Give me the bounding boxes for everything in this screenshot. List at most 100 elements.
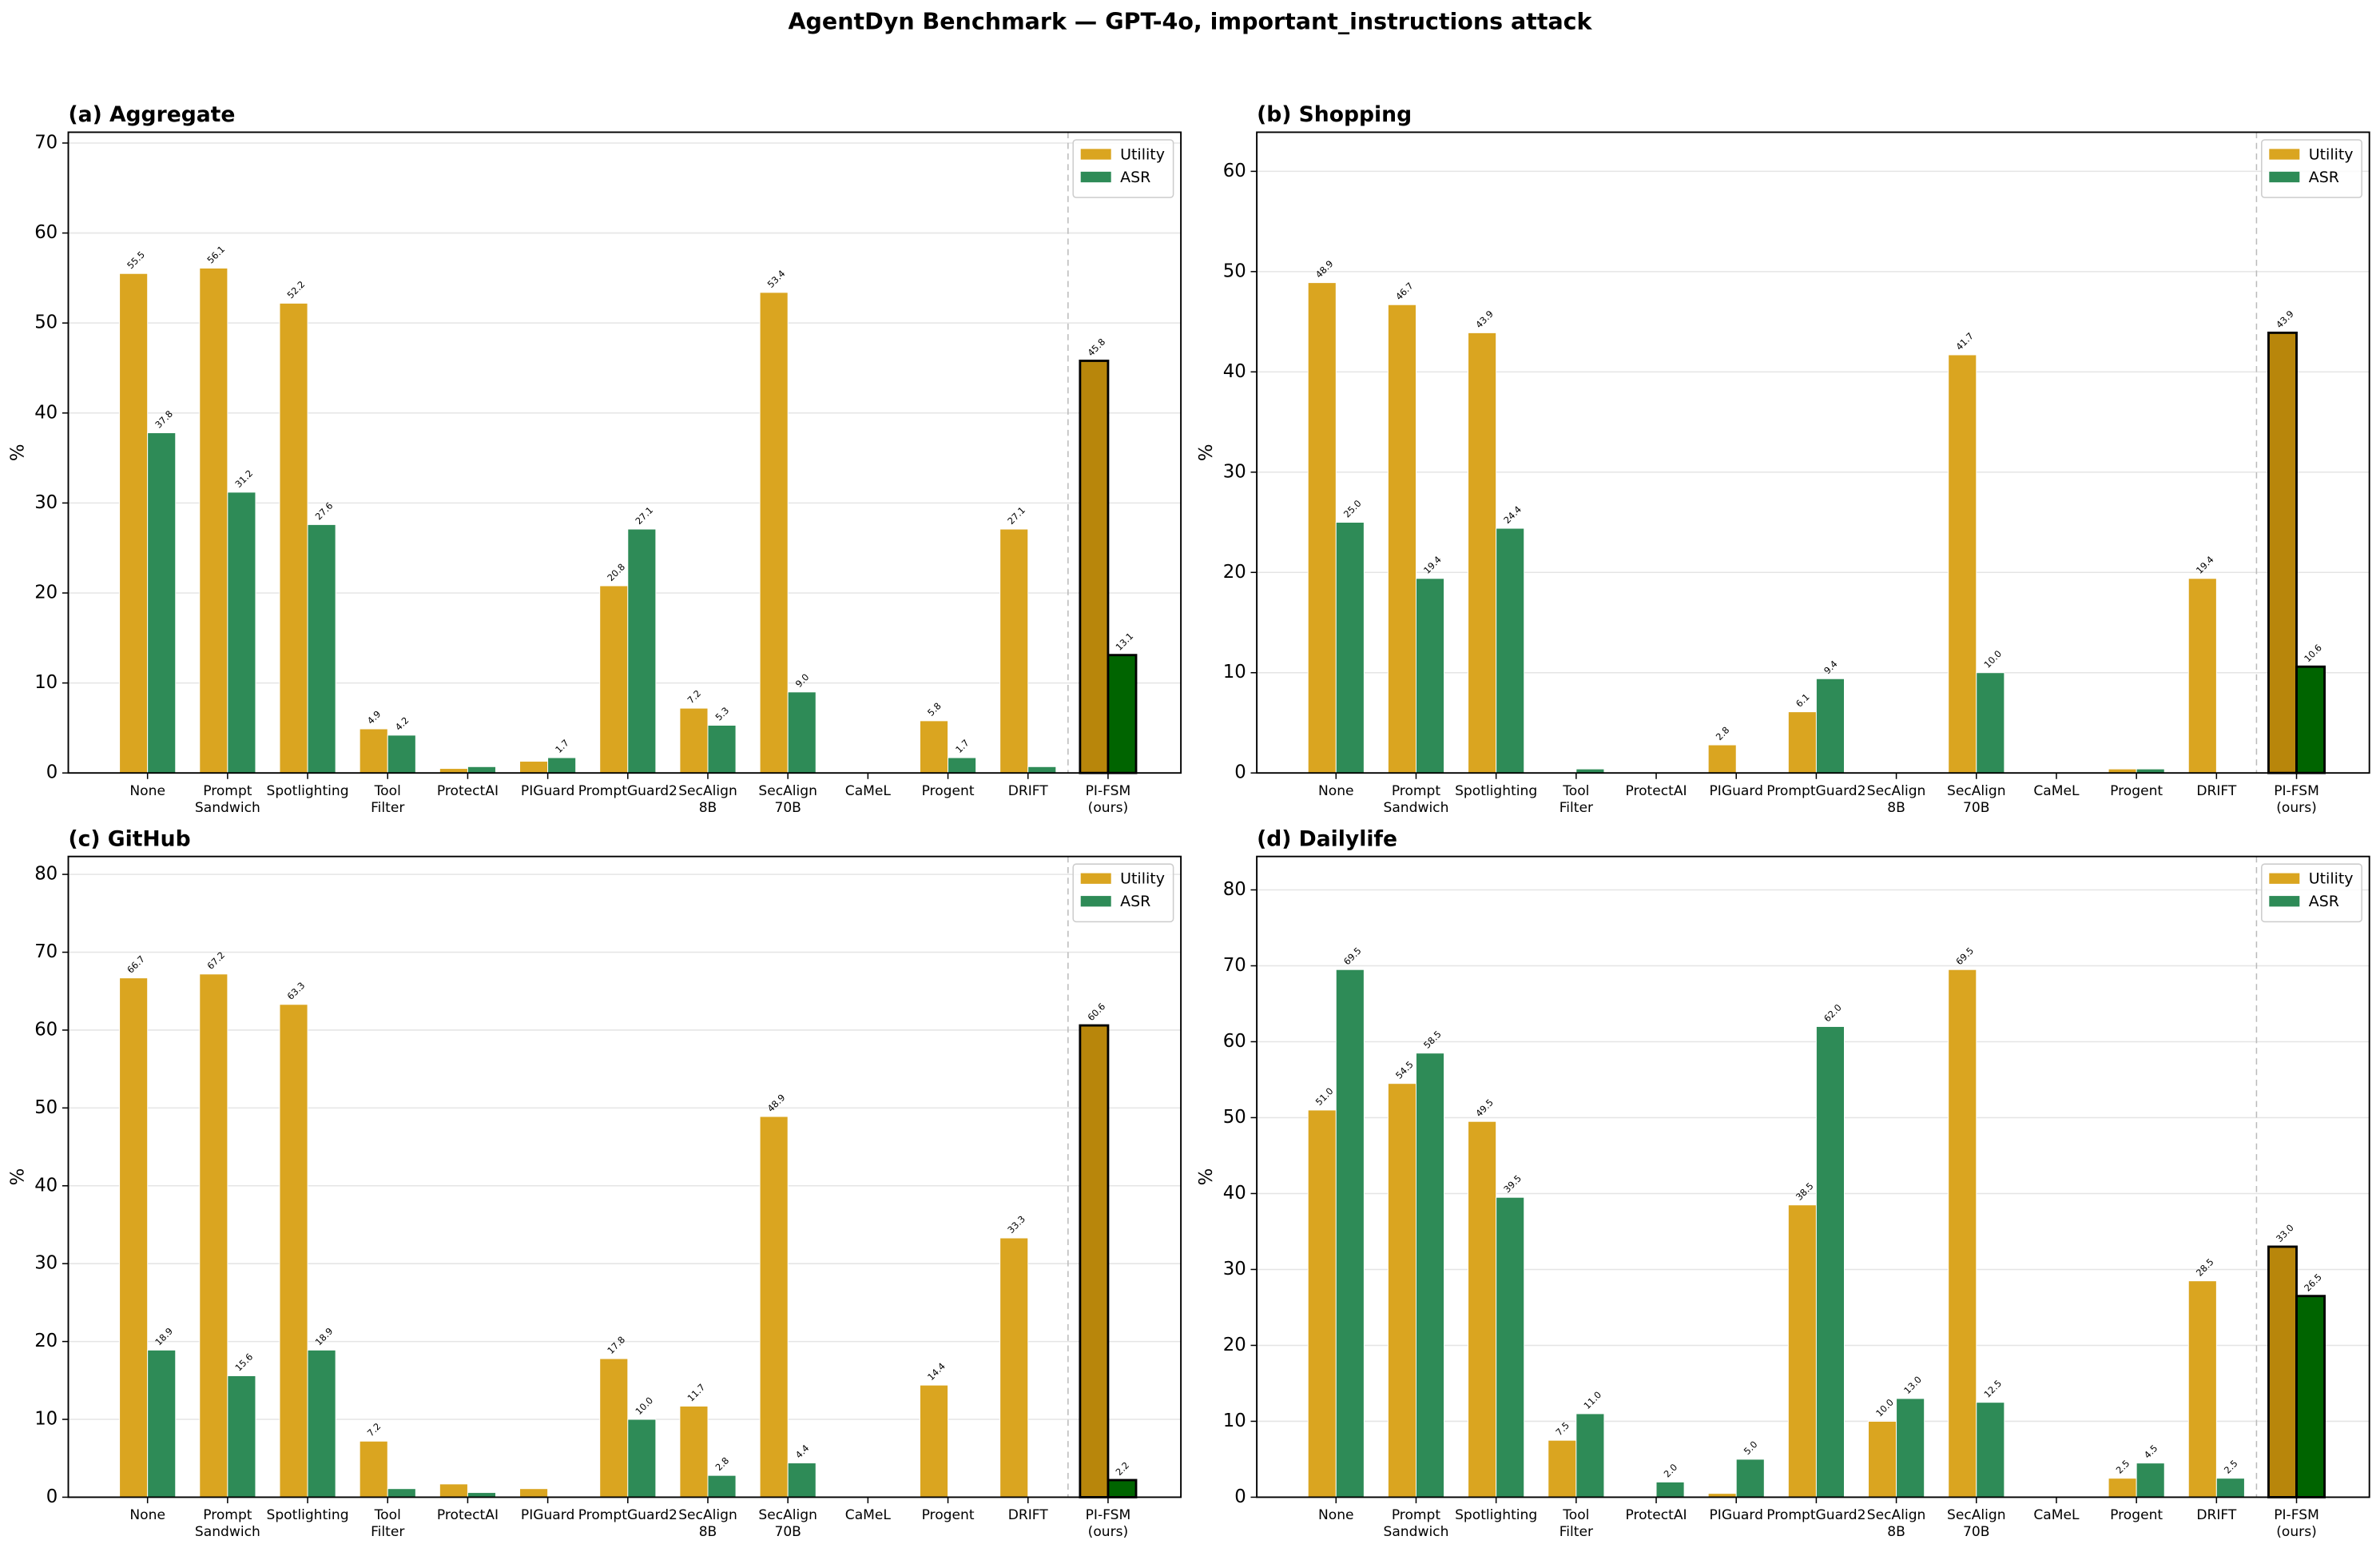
- bar: [1787, 711, 1817, 774]
- x-tick-label: PI-FSM (ours): [2274, 1507, 2319, 1540]
- value-label: 41.7: [1953, 330, 1976, 352]
- x-tick-label: None: [1318, 783, 1354, 799]
- y-tick-label: 80: [1223, 879, 1246, 900]
- value-label: 33.0: [2274, 1222, 2296, 1244]
- x-tick-label: SecAlign 70B: [1947, 1507, 2006, 1540]
- y-tick-label: 20: [1223, 562, 1246, 583]
- y-tick-label: 0: [1234, 1486, 1246, 1507]
- bar: [547, 757, 577, 774]
- y-tick-label: 20: [34, 1331, 58, 1351]
- bar: [679, 1405, 709, 1498]
- bar: [1896, 1398, 1925, 1498]
- value-label: 4.4: [793, 1443, 812, 1461]
- value-label: 9.4: [1822, 659, 1840, 677]
- legend-swatch: [1080, 149, 1111, 160]
- x-tick-label: Progent: [2110, 1507, 2163, 1523]
- value-label: 4.5: [2142, 1443, 2160, 1461]
- x-tick-label: PromptGuard2: [1766, 783, 1865, 799]
- legend-swatch: [2269, 149, 2300, 160]
- value-label: 2.8: [713, 1455, 732, 1473]
- value-label: 51.0: [1313, 1085, 1336, 1108]
- y-axis-label: %: [7, 1168, 28, 1186]
- value-label: 56.1: [205, 244, 227, 266]
- x-tick-label: SecAlign 8B: [678, 783, 737, 816]
- bar: [627, 528, 657, 774]
- bar: [599, 585, 629, 774]
- value-label: 11.7: [685, 1382, 707, 1404]
- y-tick-label: 40: [34, 402, 58, 423]
- y-axis-label: %: [1196, 444, 1217, 461]
- bar: [1815, 678, 1845, 774]
- value-label: 62.0: [1822, 1002, 1844, 1025]
- y-tick-label: 60: [1223, 161, 1246, 181]
- bar: [147, 1349, 177, 1498]
- value-label: 18.9: [153, 1326, 175, 1348]
- bar: [1307, 1109, 1337, 1498]
- legend-swatch: [1080, 873, 1111, 884]
- bar: [387, 1488, 416, 1498]
- value-label: 4.9: [365, 708, 383, 726]
- bar: [119, 977, 149, 1498]
- bar: [1948, 354, 1977, 774]
- value-label: 17.8: [605, 1334, 627, 1356]
- bar: [707, 1474, 737, 1498]
- value-label: 26.5: [2302, 1271, 2324, 1294]
- y-tick-label: 40: [1223, 1183, 1246, 1204]
- bar: [1307, 282, 1337, 774]
- value-label: 55.5: [125, 249, 147, 271]
- legend-label: Utility: [2309, 870, 2354, 888]
- y-tick-label: 50: [1223, 1107, 1246, 1128]
- y-tick-label: 30: [1223, 461, 1246, 482]
- x-tick-label: Spotlighting: [1455, 1507, 1537, 1523]
- panel: 0 10 20 30 40 50 60 70 80 51.0 54.5 49.5 7.5 38.5 10.0…: [1196, 826, 2370, 1540]
- x-tick-label: PIGuard: [521, 1507, 574, 1523]
- value-label: 1.7: [953, 737, 971, 755]
- bar: [227, 1375, 256, 1498]
- bar: [519, 1488, 549, 1498]
- panel: 010203040506048.946.743.92.86.141.719.44…: [1196, 102, 2370, 816]
- bar: [199, 973, 228, 1498]
- y-tick-label: 10: [1223, 662, 1246, 682]
- bar: [359, 1440, 388, 1498]
- value-label: 9.0: [793, 671, 812, 690]
- bar: [227, 491, 256, 774]
- y-axis-label: %: [1196, 1168, 1217, 1186]
- y-tick-label: 0: [46, 1486, 58, 1507]
- bar: [920, 1384, 949, 1498]
- value-label: 25.0: [1341, 498, 1364, 520]
- y-tick-label: 70: [34, 941, 58, 962]
- value-label: 2.2: [1113, 1459, 1131, 1478]
- value-label: 60.6: [1085, 1001, 1107, 1023]
- value-label: 27.1: [633, 504, 655, 527]
- value-label: 53.4: [765, 268, 788, 290]
- bar: [1079, 1024, 1110, 1498]
- x-tick-label: SecAlign 8B: [1867, 783, 1926, 816]
- y-tick-label: 70: [1223, 955, 1246, 976]
- x-tick-label: Prompt Sandwich: [1384, 1507, 1449, 1540]
- plot-frame: [1256, 131, 2370, 774]
- value-label: 45.8: [1085, 336, 1107, 359]
- x-tick-label: SecAlign 8B: [1867, 1507, 1926, 1540]
- bar: [1335, 522, 1365, 774]
- x-tick-label: PromptGuard2: [578, 1507, 677, 1523]
- y-tick-label: 20: [34, 582, 58, 603]
- value-label: 13.0: [1901, 1374, 1924, 1396]
- plot-frame: [67, 131, 1182, 774]
- panel: 0 10 20 30 40 50 60 70 55.5 56.1 52.2 4.9 20.8 7.2 53.…: [7, 102, 1182, 816]
- bar: [2187, 578, 2217, 774]
- y-tick-label: 80: [34, 864, 58, 885]
- bar: [147, 432, 177, 774]
- y-tick-label: 50: [1223, 261, 1246, 281]
- x-tick-label: Progent: [922, 783, 975, 799]
- bar: [1707, 744, 1737, 774]
- value-label: 39.5: [1501, 1172, 1524, 1195]
- bar: [599, 1358, 629, 1498]
- bar: [1548, 1439, 1577, 1498]
- value-label: 58.5: [1421, 1029, 1444, 1051]
- y-tick-label: 0: [1234, 762, 1246, 783]
- y-tick-label: 20: [1223, 1335, 1246, 1355]
- bar: [679, 707, 709, 774]
- x-tick-label: PIGuard: [1710, 783, 1763, 799]
- x-tick-label: DRIFT: [1008, 783, 1049, 799]
- x-tick-label: Spotlighting: [1455, 783, 1537, 799]
